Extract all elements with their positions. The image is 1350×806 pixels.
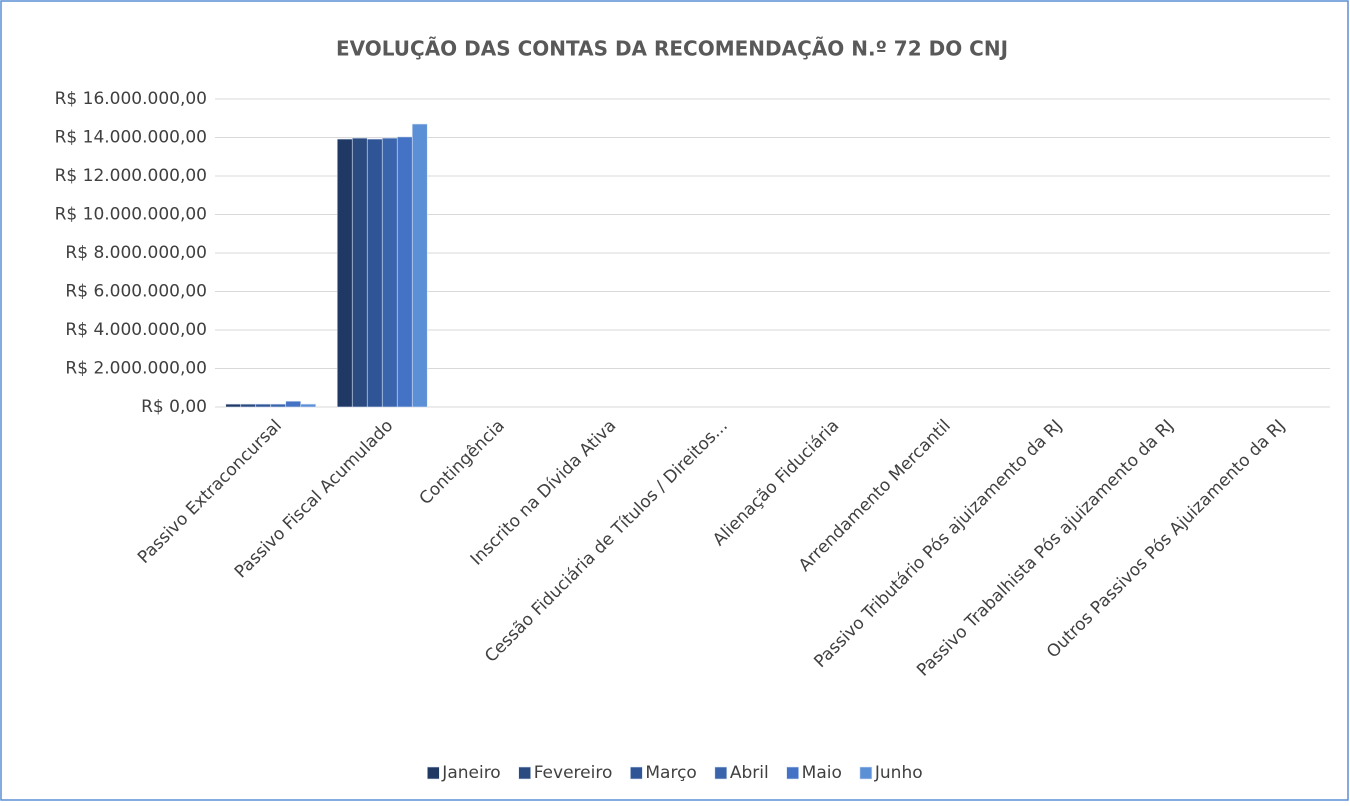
bar (240, 403, 257, 408)
legend-label: Janeiro (441, 763, 500, 783)
bar (381, 137, 398, 408)
bar (255, 403, 272, 408)
legend-label: Março (645, 763, 696, 783)
legend-label: Junho (874, 763, 923, 783)
bar (396, 136, 413, 408)
y-tick-label: R$ 10.000.000,00 (55, 205, 207, 225)
bar (411, 123, 428, 408)
legend-swatch (714, 766, 728, 780)
y-tick-label: R$ 4.000.000,00 (65, 320, 207, 340)
bar (225, 403, 242, 408)
legend-label: Maio (802, 763, 842, 783)
chart-title: EVOLUÇÃO DAS CONTAS DA RECOMENDAÇÃO N.º … (336, 37, 1008, 61)
bar (336, 138, 353, 408)
legend-swatch (518, 766, 532, 780)
y-tick-label: R$ 14.000.000,00 (55, 128, 207, 148)
bar (300, 403, 317, 408)
y-tick-label: R$ 8.000.000,00 (65, 243, 207, 263)
y-tick-label: R$ 0,00 (141, 397, 207, 417)
bar (285, 400, 302, 408)
bar (351, 137, 368, 408)
y-tick-label: R$ 6.000.000,00 (65, 282, 207, 302)
legend-swatch (426, 766, 440, 780)
legend: Janeiro Fevereiro Março Abril Maio Junho (426, 763, 923, 783)
legend-swatch (859, 766, 873, 780)
legend-label: Abril (730, 763, 769, 783)
legend-swatch (786, 766, 799, 780)
bar (270, 403, 287, 408)
bar (366, 138, 383, 408)
legend-swatch (630, 766, 643, 780)
y-tick-label: R$ 16.000.000,00 (55, 89, 207, 109)
y-tick-label: R$ 12.000.000,00 (55, 166, 207, 186)
legend-label: Fevereiro (534, 763, 613, 783)
y-tick-label: R$ 2.000.000,00 (65, 359, 207, 379)
